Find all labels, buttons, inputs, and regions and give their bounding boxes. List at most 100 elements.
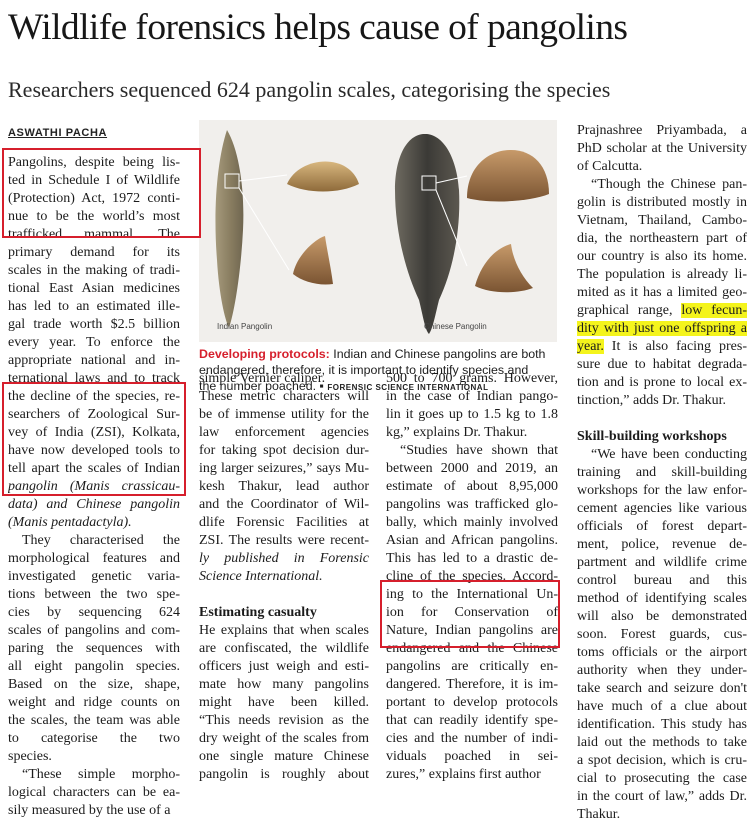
text-line: (Manis pentadactyla). xyxy=(8,515,132,530)
text-line: Science International. xyxy=(199,569,323,584)
text-line: searchers of Zoological Sur- xyxy=(8,407,180,422)
text-line: The population is already li- xyxy=(577,267,747,282)
text-line: lin it goes up to 1.5 kg to 1.8 xyxy=(386,407,558,422)
indian-scale-bottom xyxy=(293,236,333,285)
text-line: partment and wildlife crime xyxy=(577,555,747,570)
text-line: ZSI. The results were recent- xyxy=(199,533,369,548)
caption-line: endangered, therefore, it is important t… xyxy=(199,363,529,377)
text-line: Asian and African pangolins. xyxy=(386,533,558,548)
text-line: method of identifying scales xyxy=(577,591,747,606)
text-line: in the case of Indian pango- xyxy=(386,389,558,404)
text-line: identification. This study has xyxy=(577,717,747,732)
text-line: and the Coordinator of Wil- xyxy=(199,497,369,512)
text-line: tinction,” adds Dr. Thakur. xyxy=(577,393,727,408)
text-line: that can readily identify spe- xyxy=(386,713,558,728)
text-line: ing to the International Un- xyxy=(386,587,558,602)
text-line: kesh Thakur, lead author xyxy=(199,479,369,494)
text-line: have much of a clue about xyxy=(577,699,747,714)
text-line: paring the sequences with xyxy=(8,641,180,656)
text-line: They characterised the xyxy=(22,533,180,548)
highlight-box-iucn xyxy=(380,580,560,648)
text-line: authority when they under- xyxy=(577,663,747,678)
text-line: law enforcement agencies xyxy=(199,425,369,440)
text-line: dity with just one offspring a xyxy=(577,321,747,336)
text-line: He explains that when scales xyxy=(199,623,369,638)
text-line: one single mature Chinese xyxy=(199,749,369,764)
text-line: between 2000 and 2019, an xyxy=(386,461,558,476)
text-line: Prajnashree Priyambada, a xyxy=(577,123,747,138)
text-line: “Though the Chinese pan- xyxy=(591,177,747,192)
subheadline: Researchers sequenced 624 pangolin scale… xyxy=(8,77,611,102)
text-line: workshops for the law enfor- xyxy=(577,483,747,498)
text-line: tell apart the scales of Indian xyxy=(8,461,180,476)
text-line: laid out the methods to take xyxy=(577,735,747,750)
text-line: pangolins are critically en- xyxy=(386,659,558,674)
text-line: “This needs revision as the xyxy=(199,713,369,728)
text-line: dangered. Therefore, it is im- xyxy=(386,677,558,692)
text-line: dlife Forensic Facilities at xyxy=(199,515,369,530)
headline: Wildlife forensics helps cause of pangol… xyxy=(8,7,628,48)
text-line: every year. To enforce the xyxy=(8,335,180,350)
text-line: “We have been conducting xyxy=(591,447,747,462)
text-line: ly published in Forensic xyxy=(199,551,369,566)
text-line: have now developed tools to xyxy=(8,443,180,458)
text-line: endangered and the Chinese xyxy=(386,641,558,656)
pangolin-scales-figure: Indian Pangolin Chinese Pangolin xyxy=(199,120,557,342)
text-line: sily measured by the use of a xyxy=(8,803,171,818)
text-line: viduals poached in sei- xyxy=(386,749,558,764)
text-line: for taking spot decision dur- xyxy=(199,443,369,458)
text-line: investigated genetic varia- xyxy=(8,569,180,584)
text-line: golin is distributed mostly in xyxy=(577,195,747,210)
chinese-scale-top xyxy=(467,150,549,202)
text-line: cies and the number of indi- xyxy=(386,731,558,746)
text-line: “These simple morpho- xyxy=(22,767,180,782)
text-line: appropriate national and in- xyxy=(8,353,180,368)
text-line: the scales, the team was able xyxy=(8,713,180,728)
text-line: year. It is also facing pres- xyxy=(577,339,747,354)
text-line: sure due to habitat degrada- xyxy=(577,357,747,372)
text-line: bally, which mainly involved xyxy=(386,515,558,530)
text-line: scales in the making of tradi- xyxy=(8,263,180,278)
text-line: tion and is prone to local ex- xyxy=(577,375,747,390)
highlight-box-zsi xyxy=(2,382,186,496)
highlight-box-intro xyxy=(2,148,201,238)
caption-line: Indian and Chinese pangolins are both xyxy=(329,347,546,361)
text-line: mited as it has a limited geo- xyxy=(577,285,747,300)
article-column-3: 500 to 700 grams. However, in the case of… xyxy=(386,370,558,784)
text-line: Pangolins, despite being lis- xyxy=(8,155,180,170)
chinese-scale-bottom xyxy=(475,244,533,293)
text-line: our country is also its home. xyxy=(577,249,747,264)
text-line: “Studies have shown that xyxy=(400,443,558,458)
text-line: ment, police, revenue de- xyxy=(577,537,747,552)
text-line: primary demand for its xyxy=(8,245,180,260)
text-line: might have been killed. xyxy=(199,695,369,710)
text-line: officials of forest depart- xyxy=(577,519,747,534)
byline: ASWATHI PACHA xyxy=(8,127,108,139)
text-line: scales of pangolins and com- xyxy=(8,623,180,638)
caption-credit: FORENSIC SCIENCE INTERNATIONAL xyxy=(327,383,489,392)
text-line: take search and seizure don't xyxy=(577,681,747,696)
text-line: are confiscated, the wildlife xyxy=(199,641,369,656)
text-line: tions between the two spe- xyxy=(8,587,180,602)
text-line: to categorise the two xyxy=(8,731,180,746)
text-line: portant to develop protocols xyxy=(386,695,558,710)
indian-pangolin-label: Indian Pangolin xyxy=(217,322,273,331)
article-column-1: Pangolins, despite being lis-ted in Sche… xyxy=(8,154,180,820)
section-heading: Estimating casualty xyxy=(199,605,317,620)
text-line xyxy=(199,586,369,604)
text-line: will also be demonstrated xyxy=(577,609,747,624)
figure-illustration xyxy=(215,130,549,334)
text-line: in the court of law,” adds Dr. xyxy=(577,789,747,804)
article-column-4: Prajnashree Priyambada, a PhD scholar at … xyxy=(577,122,747,824)
text-line: of Calcutta. xyxy=(577,159,643,174)
text-line: simple Vernier caliper. xyxy=(199,371,326,386)
text-line: estimate of about 8,95,000 xyxy=(386,479,558,494)
text-line: toms officials or the airport xyxy=(577,645,747,660)
section-heading: Skill-building workshops xyxy=(577,429,727,444)
indian-scale-top xyxy=(287,161,359,192)
text-line: species. xyxy=(8,749,52,764)
text-line: data) and Chinese pangolin xyxy=(8,497,180,512)
text-line: pangolin (Manis crassicau- xyxy=(8,479,180,494)
text-line: kg,” explains Dr. Thakur. xyxy=(386,425,528,440)
text-line: ing larger seizures,” says Mu- xyxy=(199,461,369,476)
